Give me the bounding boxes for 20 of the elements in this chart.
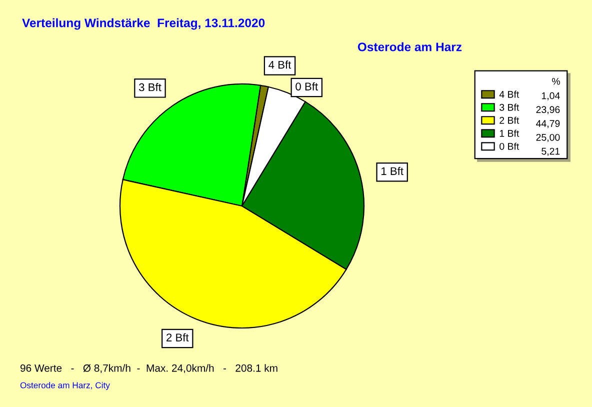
legend-label: 3 Bft [500, 104, 520, 111]
legend-label: 2 Bft [500, 116, 520, 124]
legend-label: 4 Bft [499, 90, 520, 98]
chart-title: Verteilung Windstärke Freitag, 13.11.2020 [22, 18, 265, 30]
legend-label: 1 Bft [500, 130, 520, 137]
data-label: 23,96 [536, 106, 560, 114]
slice-label: 0 Bft [296, 82, 318, 90]
data-label: 1,04 [542, 92, 560, 100]
data-label: 44,79 [536, 120, 560, 128]
text: Osterode am Harz, City [20, 382, 110, 390]
slice-label: 2 Bft [166, 333, 189, 342]
slice-label: 3 Bft [138, 83, 162, 92]
text: 96 Werte - Ø 8,7km/h - Max. 24,0km/h - 208.1 km [20, 364, 278, 374]
data-label: 5,21 [542, 148, 560, 156]
slice-label: 4 Bft [268, 60, 292, 69]
legend-label: 0 Bft [500, 142, 520, 150]
legend-title: % [552, 78, 560, 85]
slice-label: 1 Bft [382, 166, 404, 176]
chart-subtitle: Osterode am Harz [358, 42, 462, 52]
data-label: 25,00 [536, 134, 560, 142]
